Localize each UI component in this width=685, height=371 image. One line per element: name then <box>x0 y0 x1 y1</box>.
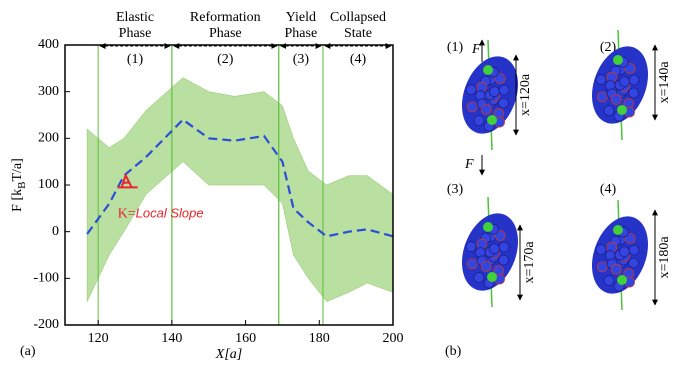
phase-label: Phase <box>209 26 242 41</box>
y-tick-label: 300 <box>38 84 59 99</box>
bead <box>474 116 484 126</box>
annotation: K=Local Slope <box>118 206 204 222</box>
y-tick-label: -200 <box>33 317 59 332</box>
bead <box>629 75 639 85</box>
y-tick-label: -100 <box>33 271 59 286</box>
bead <box>467 102 477 112</box>
bead <box>466 242 476 252</box>
panel-label: (b) <box>445 344 462 359</box>
bead <box>596 245 606 255</box>
bead <box>597 262 607 272</box>
phase-label: Reformation <box>190 10 261 25</box>
bead <box>604 276 614 286</box>
force-label: F <box>464 157 474 172</box>
end-bead <box>487 115 497 125</box>
bead <box>597 92 607 102</box>
bead <box>474 273 484 283</box>
bead <box>629 88 639 98</box>
end-bead <box>617 105 627 115</box>
phase-label: Collapsed <box>330 10 386 25</box>
y-tick-label: 100 <box>38 177 59 192</box>
bead <box>611 264 621 274</box>
phase-number: (3) <box>293 52 310 67</box>
snapshot-label: (1) <box>447 40 464 55</box>
y-axis-label: F [kBT/a] <box>10 158 27 212</box>
bead <box>481 104 491 114</box>
bead <box>489 244 499 254</box>
end-bead <box>483 65 493 75</box>
y-label-part: T/a] <box>10 158 25 181</box>
bead <box>489 87 499 97</box>
end-bead <box>487 272 497 282</box>
bead <box>596 75 606 85</box>
bead <box>499 85 509 95</box>
figure: ElasticPhase(1)ReformationPhase(2)YieldP… <box>0 0 685 371</box>
annotation-part: Local Slope <box>136 206 204 221</box>
bead <box>611 94 621 104</box>
extent-label: x=170a <box>522 241 537 284</box>
y-tick-label: 0 <box>52 224 59 239</box>
phase-label: Elastic <box>116 10 154 25</box>
end-bead <box>617 275 627 285</box>
phase-label: Phase <box>119 26 152 41</box>
end-bead <box>483 222 493 232</box>
bead <box>604 106 614 116</box>
bead <box>619 247 629 257</box>
x-tick-label: 180 <box>309 331 330 346</box>
bead <box>467 259 477 269</box>
snapshot-label: (4) <box>600 182 617 197</box>
phase-label: State <box>344 26 372 41</box>
panel-label: (a) <box>20 344 36 359</box>
bead <box>466 85 476 95</box>
bead <box>499 242 509 252</box>
x-axis-label: X[a] <box>215 347 242 362</box>
y-tick-label: 400 <box>38 37 59 52</box>
force-label: F <box>471 42 481 57</box>
extent-label: x=120a <box>518 73 533 116</box>
phase-label: Phase <box>285 26 318 41</box>
phase-number: (1) <box>127 52 144 67</box>
bead <box>629 258 639 268</box>
extent-label: x=180a <box>657 236 672 279</box>
bead <box>619 77 629 87</box>
bead <box>499 98 509 108</box>
end-bead <box>613 55 623 65</box>
annotation-part: K= <box>118 207 136 222</box>
x-tick-label: 140 <box>161 331 182 346</box>
x-tick-label: 160 <box>235 331 256 346</box>
y-tick-label: 200 <box>38 131 59 146</box>
snapshot-label: (3) <box>447 182 464 197</box>
phase-number: (4) <box>350 52 367 67</box>
x-tick-label: 200 <box>383 331 404 346</box>
y-label-part: B <box>16 182 28 189</box>
bead <box>629 245 639 255</box>
phase-label: Yield <box>286 10 316 25</box>
band <box>87 78 393 302</box>
extent-label: x=140a <box>657 61 672 104</box>
bead <box>499 255 509 265</box>
x-tick-label: 120 <box>88 331 109 346</box>
y-label-part: F [k <box>10 189 25 212</box>
end-bead <box>613 225 623 235</box>
bead <box>481 261 491 271</box>
phase-number: (2) <box>217 52 234 67</box>
